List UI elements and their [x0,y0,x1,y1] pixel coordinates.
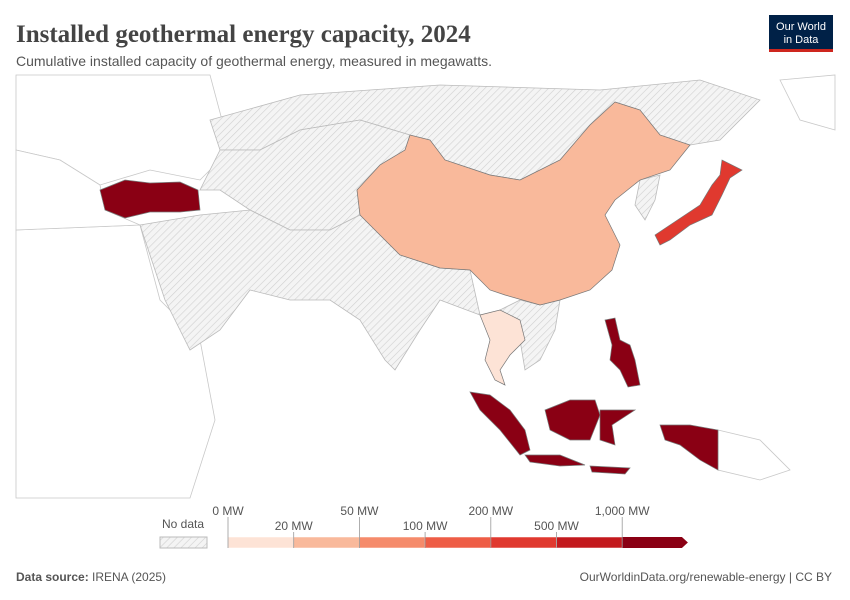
logo[interactable]: Our World in Data [769,15,833,52]
country [604,317,641,388]
country [99,179,201,219]
country [469,391,531,456]
country [544,399,601,441]
country [15,224,216,499]
legend-label: 200 MW [468,504,513,518]
title: Installed geothermal energy capacity, 20… [16,21,471,48]
legend-label: 1,000 MW [595,504,650,518]
legend-swatch [424,536,492,549]
country [524,454,586,467]
logo-text: Our World [776,21,826,33]
no-data-swatch [159,536,208,549]
legend-label: 500 MW [534,519,579,533]
logo-box [769,15,833,51]
no-data-label: No data [162,517,204,531]
legend-swatch [622,537,688,548]
country [599,409,637,446]
logo-bar [769,49,833,52]
legend-label: 20 MW [275,519,314,533]
legend-label: 50 MW [340,504,379,518]
map [15,74,836,499]
url: OurWorldinData.org/renewable-energy | CC… [580,570,832,584]
country [717,429,791,481]
legend-swatch [227,536,294,549]
legend: No data 0 MW 20 MW 50 MW 100 MW 200 MW 500 MW… [159,504,688,549]
legend-label: 0 MW [212,504,244,518]
country [479,309,526,386]
country [659,424,719,471]
subtitle: Cumulative installed capacity of geother… [16,53,492,69]
logo-text: in Data [784,34,820,46]
legend-swatch [556,536,623,549]
no-data-region [634,174,661,221]
legend-swatch [490,536,557,549]
country [779,74,836,131]
country [356,101,691,306]
country [589,465,631,475]
country [654,159,743,246]
source-label: Data source: [16,570,89,584]
source: IRENA (2025) [92,570,166,584]
legend-label: 100 MW [403,519,448,533]
legend-swatch [293,536,360,549]
legend-swatch [359,536,426,549]
